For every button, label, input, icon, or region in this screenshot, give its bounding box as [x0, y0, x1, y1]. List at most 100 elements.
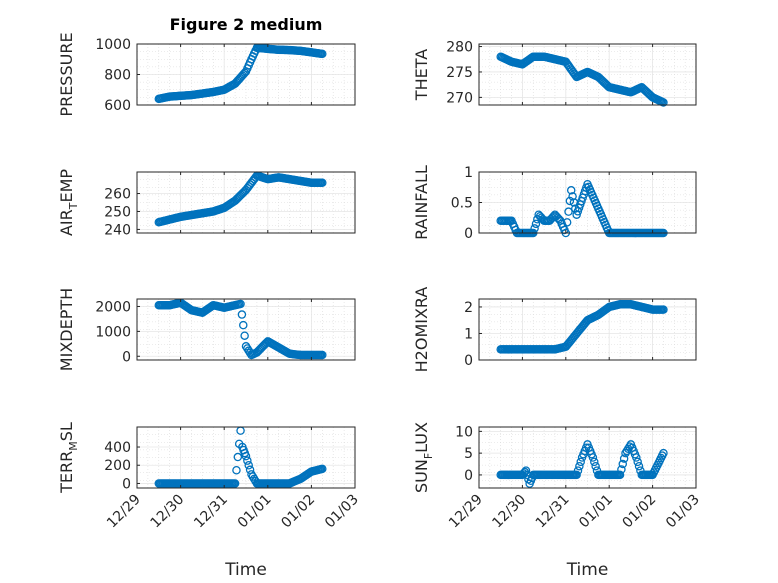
y-tick-label: 2	[464, 300, 473, 316]
x-tick-label: 01/02	[278, 492, 318, 532]
data-point	[318, 464, 327, 474]
x-tick-label: 01/01	[576, 492, 616, 532]
data-series	[496, 440, 668, 488]
x-tick-label: 12/30	[489, 492, 529, 532]
data-series	[496, 300, 668, 354]
y-tick-label: 600	[104, 98, 131, 114]
data-point	[566, 186, 576, 195]
data-point	[659, 448, 668, 458]
data-point	[230, 479, 240, 488]
x-tick-label: 01/03	[322, 492, 362, 532]
x-tick-label: 12/31	[533, 492, 573, 532]
y-tick-label: 1000	[95, 37, 131, 53]
data-point	[521, 466, 531, 475]
axes-box	[478, 43, 697, 106]
data-point	[634, 461, 644, 471]
y-axis-label: THETA	[412, 49, 431, 101]
y-tick-label: 275	[446, 65, 473, 81]
data-point	[237, 310, 247, 319]
axes-box	[136, 426, 356, 489]
y-tick-label: 800	[104, 68, 131, 84]
data-point	[571, 204, 580, 213]
figure-title: Figure 2 medium	[170, 15, 323, 34]
data-point	[318, 49, 327, 59]
x-tick-label: 01/01	[235, 492, 275, 532]
data-point	[568, 192, 577, 201]
data-point	[633, 457, 642, 467]
y-tick-label: 10	[455, 424, 473, 440]
data-point	[659, 305, 668, 314]
x-tick-label: 01/03	[663, 492, 703, 532]
y-tick-label: 2000	[95, 299, 131, 315]
data-point	[554, 215, 564, 224]
y-tick-label: 280	[446, 40, 473, 56]
data-point	[659, 98, 668, 107]
subplot-sun-flux: 0 5 10 12/29 12/30 12/31 01/01 01/02 01/03 SUNFLU…	[412, 422, 703, 580]
data-point	[232, 465, 241, 475]
y-axis-label: TERRMSL	[57, 422, 80, 494]
y-tick-label: 270	[446, 90, 473, 106]
data-point	[243, 344, 252, 353]
data-point	[623, 444, 633, 454]
data-series	[496, 52, 668, 107]
data-point	[565, 196, 575, 206]
y-tick-label: 5	[464, 446, 473, 462]
y-tick-label: 0.5	[451, 196, 473, 212]
y-axis-label: SUNFLUX	[412, 422, 435, 493]
data-point	[318, 178, 327, 188]
data-point	[617, 465, 626, 474]
y-tick-label: 400	[104, 440, 131, 456]
y-tick-label: 240	[104, 222, 131, 238]
data-point	[590, 457, 599, 467]
x-tick-label: 12/29	[446, 492, 486, 532]
data-series	[154, 43, 327, 104]
data-point	[233, 452, 243, 462]
y-tick-label: 260	[104, 187, 131, 203]
x-tick-label: 12/29	[104, 492, 144, 532]
x-axis-label: Time	[224, 560, 267, 580]
y-tick-label: 1	[464, 326, 473, 342]
data-point	[564, 207, 573, 216]
data-point	[243, 456, 252, 465]
y-axis-label: RAINFALL	[412, 165, 431, 240]
subplot-pressure: 600 800 1000 PRESSURE	[57, 32, 356, 117]
data-point	[591, 461, 600, 471]
data-series	[154, 298, 327, 360]
data-series	[154, 426, 327, 488]
data-point	[562, 218, 572, 227]
y-tick-label: 250	[104, 204, 131, 220]
data-point	[239, 320, 248, 330]
data-series	[154, 171, 327, 227]
y-axis-label: H2OMIXRA	[412, 287, 431, 373]
data-point	[236, 299, 245, 309]
data-point	[241, 342, 251, 351]
data-point	[318, 350, 327, 360]
data-point	[588, 453, 598, 462]
data-point	[572, 470, 581, 480]
data-point	[575, 461, 584, 471]
axes-box	[136, 298, 356, 361]
data-point	[632, 453, 641, 462]
subplot-mixdepth: 0 1000 2000 MIXDEPTH	[57, 288, 356, 371]
subplot-h2omixra: 0 1 2 H2OMIXRA	[412, 287, 697, 373]
y-axis-label: AIRTEMP	[57, 169, 80, 236]
subplot-theta: 270 275 280 THETA	[412, 40, 697, 107]
y-axis-label: MIXDEPTH	[57, 288, 76, 371]
x-tick-label: 12/31	[191, 492, 231, 532]
data-point	[530, 224, 539, 233]
data-point	[576, 457, 585, 467]
y-tick-label: 0	[122, 476, 131, 492]
data-point	[618, 459, 628, 469]
axes-box	[478, 298, 697, 361]
x-tick-label: 12/30	[148, 492, 188, 532]
y-tick-label: 200	[104, 458, 131, 474]
y-tick-label: 1000	[95, 324, 131, 340]
data-point	[621, 448, 630, 458]
data-point	[615, 470, 625, 480]
y-tick-label: 0	[464, 353, 473, 369]
y-tick-label: 0	[464, 468, 473, 484]
data-point	[619, 454, 629, 463]
x-tick-label: 01/02	[620, 492, 660, 532]
axes-box	[478, 426, 697, 489]
